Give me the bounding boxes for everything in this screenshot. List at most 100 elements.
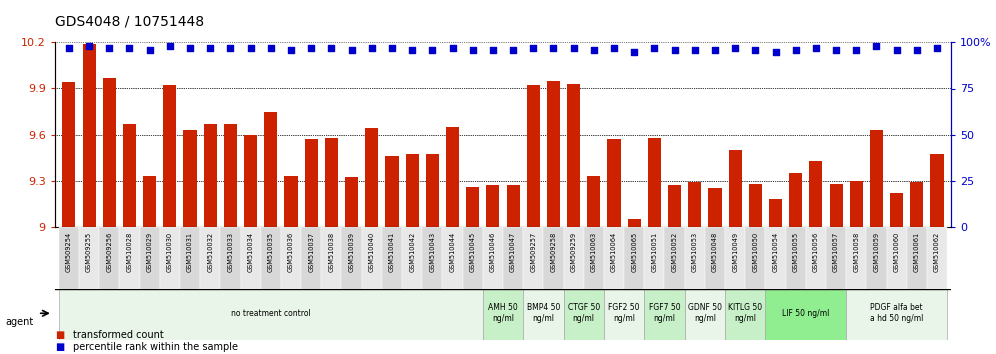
- Bar: [123, 124, 136, 227]
- Point: [263, 45, 279, 51]
- Text: GSM510032: GSM510032: [207, 232, 213, 272]
- Bar: [826, 227, 847, 290]
- Point: [566, 45, 582, 51]
- Text: agent: agent: [5, 317, 33, 327]
- Text: GSM510045: GSM510045: [470, 232, 476, 272]
- Point: [243, 45, 259, 51]
- Text: GSM510028: GSM510028: [126, 232, 132, 272]
- Point: [849, 47, 865, 53]
- Text: GSM510056: GSM510056: [813, 232, 819, 272]
- Point: [666, 47, 682, 53]
- Text: GSM510039: GSM510039: [349, 232, 355, 272]
- Text: GSM510037: GSM510037: [308, 232, 314, 272]
- Bar: [100, 227, 120, 290]
- Text: GSM509257: GSM509257: [530, 232, 536, 272]
- Point: [182, 45, 198, 51]
- Point: [525, 45, 541, 51]
- Bar: [240, 227, 261, 290]
- Bar: [59, 227, 79, 290]
- Bar: [886, 227, 906, 290]
- Bar: [906, 227, 927, 290]
- Bar: [705, 227, 725, 290]
- Text: GDS4048 / 10751448: GDS4048 / 10751448: [55, 14, 204, 28]
- Bar: [766, 289, 847, 340]
- Text: GSM510053: GSM510053: [692, 232, 698, 272]
- Bar: [624, 227, 644, 290]
- Point: [324, 45, 340, 51]
- Bar: [688, 182, 701, 227]
- Point: [606, 45, 622, 51]
- Text: GSM510057: GSM510057: [833, 232, 839, 272]
- Text: GSM510038: GSM510038: [329, 232, 335, 272]
- Point: [869, 43, 884, 49]
- Point: [384, 45, 400, 51]
- Bar: [527, 85, 540, 227]
- Bar: [143, 176, 156, 227]
- Bar: [79, 227, 100, 290]
- Text: GSM510049: GSM510049: [732, 232, 738, 272]
- Bar: [200, 227, 220, 290]
- Point: [687, 47, 703, 53]
- Bar: [163, 85, 176, 227]
- Text: GSM510041: GSM510041: [389, 232, 395, 272]
- Bar: [523, 227, 544, 290]
- Point: [303, 45, 319, 51]
- Bar: [305, 139, 318, 227]
- Bar: [564, 289, 604, 340]
- Bar: [381, 227, 402, 290]
- Bar: [684, 289, 725, 340]
- Point: [505, 47, 521, 53]
- Bar: [729, 150, 742, 227]
- Point: [626, 49, 642, 55]
- Text: GSM510061: GSM510061: [914, 232, 920, 272]
- Bar: [847, 227, 867, 290]
- Bar: [684, 227, 705, 290]
- Text: GSM510043: GSM510043: [429, 232, 435, 272]
- Text: GSM510055: GSM510055: [793, 232, 799, 272]
- Text: GSM510058: GSM510058: [854, 232, 860, 272]
- Bar: [442, 227, 462, 290]
- Text: GSM510065: GSM510065: [631, 232, 637, 272]
- Point: [888, 47, 904, 53]
- Text: ■: ■: [55, 330, 64, 339]
- Text: GSM510048: GSM510048: [712, 232, 718, 272]
- Text: GSM510035: GSM510035: [268, 232, 274, 272]
- Text: GSM510059: GSM510059: [873, 232, 879, 272]
- Point: [485, 47, 501, 53]
- Point: [768, 49, 784, 55]
- Point: [81, 43, 97, 49]
- Bar: [281, 227, 301, 290]
- Bar: [627, 219, 640, 227]
- Point: [162, 43, 178, 49]
- Text: GSM509254: GSM509254: [66, 232, 72, 272]
- Bar: [507, 185, 520, 227]
- Text: GSM510047: GSM510047: [510, 232, 516, 272]
- Bar: [584, 227, 604, 290]
- Bar: [749, 184, 762, 227]
- Point: [465, 47, 481, 53]
- Bar: [647, 138, 661, 227]
- Bar: [608, 139, 621, 227]
- Bar: [405, 154, 418, 227]
- Bar: [203, 124, 217, 227]
- Point: [828, 47, 844, 53]
- Bar: [342, 227, 362, 290]
- Text: BMP4 50
ng/ml: BMP4 50 ng/ml: [527, 303, 560, 323]
- Bar: [850, 181, 863, 227]
- Text: GSM509256: GSM509256: [107, 232, 113, 272]
- Bar: [422, 227, 442, 290]
- Point: [141, 47, 157, 53]
- Text: GSM510040: GSM510040: [369, 232, 374, 272]
- Bar: [483, 227, 503, 290]
- Bar: [285, 176, 298, 227]
- Text: GSM510064: GSM510064: [611, 232, 617, 272]
- Text: CTGF 50
ng/ml: CTGF 50 ng/ml: [568, 303, 600, 323]
- Point: [727, 45, 743, 51]
- Bar: [567, 84, 581, 227]
- Text: GDNF 50
ng/ml: GDNF 50 ng/ml: [688, 303, 722, 323]
- Text: ■: ■: [55, 342, 64, 352]
- Bar: [769, 199, 782, 227]
- Text: GSM510060: GSM510060: [893, 232, 899, 272]
- Point: [707, 47, 723, 53]
- Text: FGF2 50
ng/ml: FGF2 50 ng/ml: [609, 303, 639, 323]
